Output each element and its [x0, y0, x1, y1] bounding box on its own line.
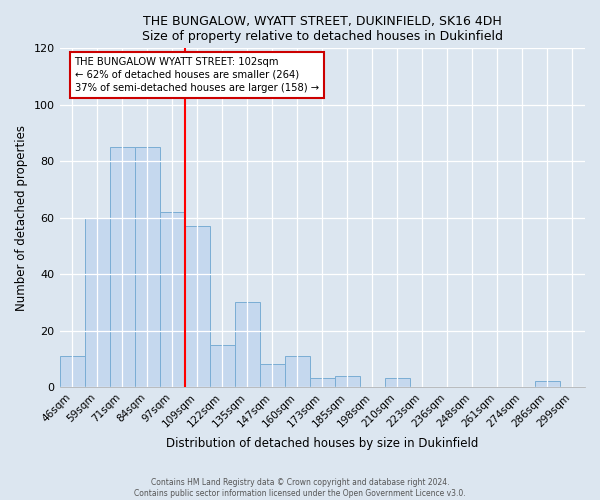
Y-axis label: Number of detached properties: Number of detached properties	[15, 124, 28, 310]
Bar	[385, 378, 410, 387]
Bar	[110, 147, 134, 387]
Bar	[59, 356, 85, 387]
Bar	[285, 356, 310, 387]
Bar	[185, 226, 209, 387]
Text: THE BUNGALOW WYATT STREET: 102sqm
← 62% of detached houses are smaller (264)
37%: THE BUNGALOW WYATT STREET: 102sqm ← 62% …	[74, 57, 319, 93]
Bar	[85, 218, 110, 387]
Bar	[310, 378, 335, 387]
Title: THE BUNGALOW, WYATT STREET, DUKINFIELD, SK16 4DH
Size of property relative to de: THE BUNGALOW, WYATT STREET, DUKINFIELD, …	[142, 15, 503, 43]
Bar	[235, 302, 260, 387]
Bar	[160, 212, 185, 387]
Bar	[260, 364, 285, 387]
X-axis label: Distribution of detached houses by size in Dukinfield: Distribution of detached houses by size …	[166, 437, 478, 450]
Bar	[209, 344, 235, 387]
Bar	[535, 382, 560, 387]
Bar	[335, 376, 360, 387]
Bar	[134, 147, 160, 387]
Text: Contains HM Land Registry data © Crown copyright and database right 2024.
Contai: Contains HM Land Registry data © Crown c…	[134, 478, 466, 498]
